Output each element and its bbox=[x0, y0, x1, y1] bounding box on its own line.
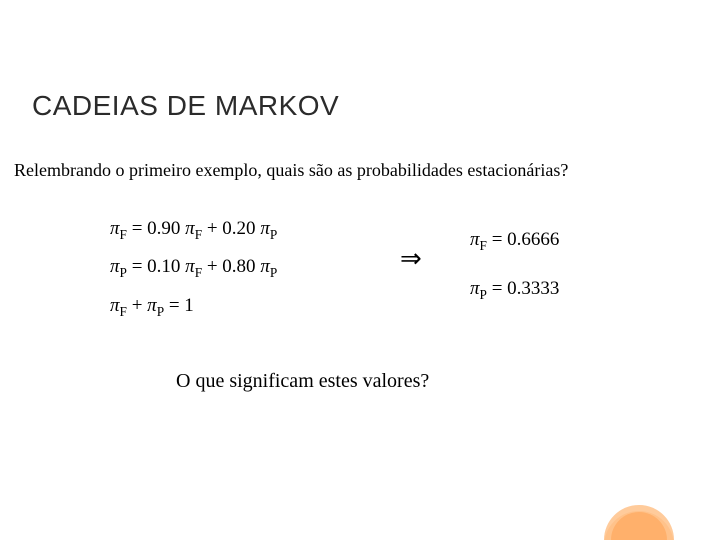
question-text: O que significam estes valores? bbox=[176, 370, 429, 393]
equations-left-block: πF = 0.90 πF + 0.20 πP πP = 0.10 πF + 0.… bbox=[110, 210, 277, 325]
subtitle-text: Relembrando o primeiro exemplo, quais sã… bbox=[14, 160, 568, 181]
result-line-1: πF = 0.6666 bbox=[470, 215, 559, 264]
equation-line-1: πF = 0.90 πF + 0.20 πP bbox=[110, 210, 277, 248]
equations-right-block: πF = 0.6666 πP = 0.3333 bbox=[470, 215, 559, 314]
result-line-2: πP = 0.3333 bbox=[470, 264, 559, 313]
slide: CADEIAS DE MARKOV Relembrando o primeiro… bbox=[0, 0, 720, 540]
implies-arrow-icon: ⇒ bbox=[400, 244, 422, 274]
equation-line-3: πF + πP = 1 bbox=[110, 287, 277, 325]
page-title: CADEIAS DE MARKOV bbox=[32, 90, 339, 122]
equation-line-2: πP = 0.10 πF + 0.80 πP bbox=[110, 248, 277, 286]
